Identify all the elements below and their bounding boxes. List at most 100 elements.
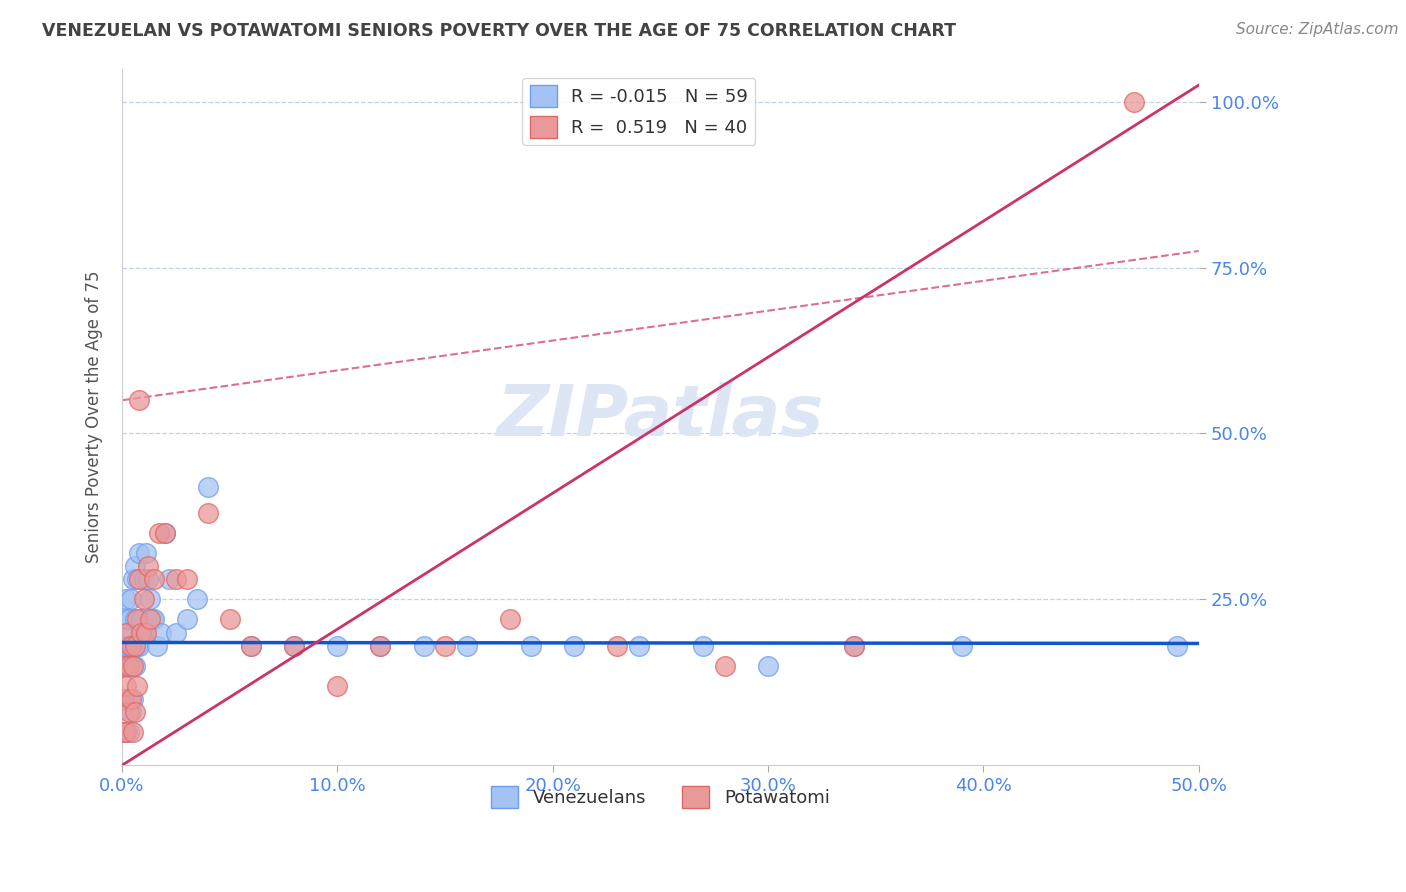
Point xyxy=(115,658,138,673)
Point xyxy=(141,612,163,626)
Text: VENEZUELAN VS POTAWATOMI SENIORS POVERTY OVER THE AGE OF 75 CORRELATION CHART: VENEZUELAN VS POTAWATOMI SENIORS POVERTY… xyxy=(42,22,956,40)
Point xyxy=(120,705,142,719)
Point xyxy=(121,725,143,739)
Point xyxy=(120,639,142,653)
Legend: Venezuelans, Potawatomi: Venezuelans, Potawatomi xyxy=(484,779,837,815)
Point xyxy=(844,639,866,653)
Point xyxy=(124,559,146,574)
Point xyxy=(112,691,135,706)
Point xyxy=(115,625,138,640)
Point xyxy=(115,612,138,626)
Point xyxy=(844,639,866,653)
Point xyxy=(112,658,135,673)
Point xyxy=(128,573,150,587)
Point xyxy=(120,592,142,607)
Point xyxy=(153,526,176,541)
Text: ZIPatlas: ZIPatlas xyxy=(496,383,824,451)
Point xyxy=(127,573,149,587)
Point xyxy=(143,612,166,626)
Point xyxy=(692,639,714,653)
Point xyxy=(128,639,150,653)
Point xyxy=(159,573,181,587)
Point xyxy=(136,559,159,574)
Point xyxy=(121,658,143,673)
Point xyxy=(149,625,172,640)
Point xyxy=(121,639,143,653)
Point xyxy=(370,639,392,653)
Point xyxy=(145,639,167,653)
Point xyxy=(370,639,392,653)
Point xyxy=(197,479,219,493)
Point xyxy=(120,639,142,653)
Point xyxy=(120,658,142,673)
Point xyxy=(115,725,138,739)
Point xyxy=(120,691,142,706)
Point xyxy=(112,691,135,706)
Point xyxy=(112,625,135,640)
Y-axis label: Seniors Poverty Over the Age of 75: Seniors Poverty Over the Age of 75 xyxy=(86,270,103,563)
Point xyxy=(283,639,305,653)
Point xyxy=(950,639,973,653)
Point xyxy=(112,658,135,673)
Point xyxy=(498,612,520,626)
Point xyxy=(121,573,143,587)
Point xyxy=(132,625,155,640)
Point xyxy=(128,546,150,560)
Point xyxy=(115,691,138,706)
Point xyxy=(139,592,162,607)
Point xyxy=(117,691,139,706)
Point xyxy=(132,573,155,587)
Point xyxy=(124,612,146,626)
Point xyxy=(186,592,208,607)
Point xyxy=(131,612,153,626)
Point xyxy=(115,639,138,653)
Point xyxy=(115,679,138,693)
Point xyxy=(115,592,138,607)
Point xyxy=(714,658,737,673)
Point xyxy=(165,573,187,587)
Point xyxy=(117,705,139,719)
Point xyxy=(127,639,149,653)
Point xyxy=(132,592,155,607)
Point xyxy=(240,639,263,653)
Point xyxy=(326,639,349,653)
Point xyxy=(218,612,240,626)
Point xyxy=(562,639,585,653)
Point xyxy=(176,573,198,587)
Point xyxy=(627,639,650,653)
Point xyxy=(326,679,349,693)
Point xyxy=(124,639,146,653)
Point xyxy=(117,658,139,673)
Point xyxy=(240,639,263,653)
Point xyxy=(117,639,139,653)
Point xyxy=(1166,639,1188,653)
Point xyxy=(165,625,187,640)
Point xyxy=(520,639,543,653)
Point xyxy=(176,612,198,626)
Point xyxy=(117,612,139,626)
Point xyxy=(124,705,146,719)
Point xyxy=(197,506,219,520)
Point xyxy=(117,725,139,739)
Point xyxy=(112,725,135,739)
Point xyxy=(135,546,157,560)
Point xyxy=(127,612,149,626)
Point xyxy=(112,639,135,653)
Point xyxy=(283,639,305,653)
Point xyxy=(456,639,478,653)
Point xyxy=(139,612,162,626)
Point xyxy=(756,658,779,673)
Point xyxy=(434,639,457,653)
Text: Source: ZipAtlas.com: Source: ZipAtlas.com xyxy=(1236,22,1399,37)
Point xyxy=(153,526,176,541)
Point xyxy=(136,573,159,587)
Point xyxy=(148,526,170,541)
Point xyxy=(124,658,146,673)
Point xyxy=(1123,95,1146,109)
Point xyxy=(143,573,166,587)
Point xyxy=(121,691,143,706)
Point xyxy=(112,725,135,739)
Point xyxy=(135,625,157,640)
Point xyxy=(131,625,153,640)
Point xyxy=(115,725,138,739)
